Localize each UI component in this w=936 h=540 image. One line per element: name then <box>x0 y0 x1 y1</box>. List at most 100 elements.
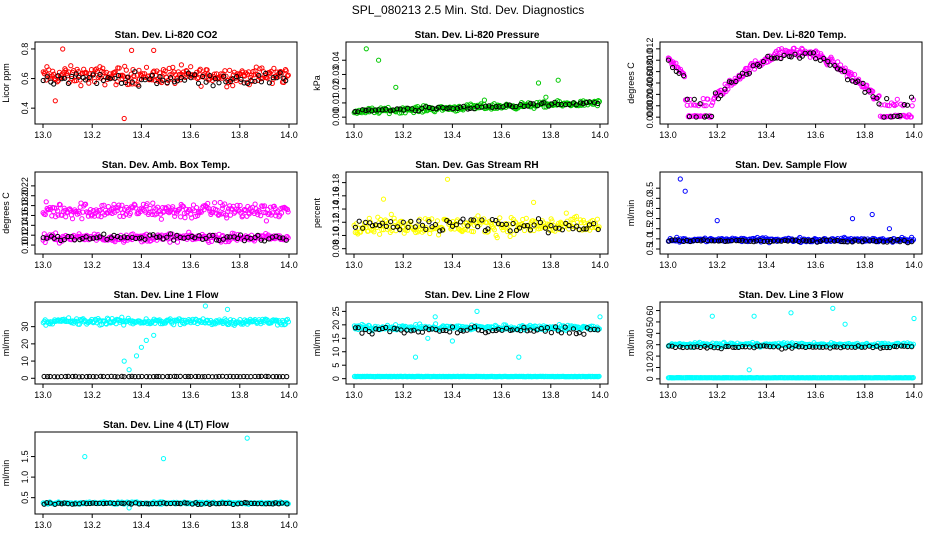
data-point <box>284 374 290 380</box>
data-point <box>180 203 186 210</box>
x-tick-label: 14.0 <box>591 130 609 140</box>
data-point <box>583 100 590 106</box>
data-point <box>127 210 133 216</box>
data-point <box>383 106 389 112</box>
data-point <box>449 338 455 344</box>
data-point <box>394 106 400 112</box>
data-point <box>263 373 269 379</box>
data-point <box>99 203 105 209</box>
data-point <box>86 80 92 86</box>
y-tick-label: 0 <box>645 376 655 381</box>
data-point <box>164 373 171 380</box>
data-point <box>115 374 121 380</box>
data-point <box>430 105 436 112</box>
data-point <box>437 328 443 334</box>
x-tick-label: 13.4 <box>758 390 776 400</box>
data-point <box>751 239 757 245</box>
data-point <box>552 228 558 234</box>
data-point <box>901 343 907 349</box>
points-group <box>40 303 291 380</box>
data-point <box>408 218 414 224</box>
data-point <box>580 217 587 223</box>
data-point <box>388 219 394 225</box>
data-point <box>784 48 790 54</box>
data-point <box>464 327 470 333</box>
data-point <box>235 501 241 507</box>
data-point <box>244 435 250 441</box>
y-tick-label: 0.6 <box>20 72 30 85</box>
data-point <box>41 501 47 507</box>
data-point <box>416 218 422 224</box>
data-point <box>457 104 463 110</box>
data-point <box>171 237 177 243</box>
data-point <box>862 237 868 243</box>
data-point <box>196 233 202 239</box>
data-point <box>279 500 285 506</box>
data-point <box>576 330 582 336</box>
data-point <box>728 79 734 85</box>
y-axis-label: ml/min <box>1 330 11 357</box>
data-point <box>277 235 283 241</box>
data-point <box>171 79 177 85</box>
data-point <box>216 80 222 86</box>
points-group <box>40 435 291 511</box>
data-point <box>412 354 419 360</box>
data-point <box>65 373 71 379</box>
data-point <box>718 346 724 352</box>
data-point <box>101 69 107 76</box>
data-point <box>178 62 184 68</box>
data-point <box>444 176 451 182</box>
data-point <box>548 223 554 229</box>
data-point <box>764 238 771 244</box>
data-point <box>154 373 160 380</box>
data-point <box>475 327 481 333</box>
y-tick-label: 30 <box>645 340 655 350</box>
data-point <box>149 72 155 78</box>
data-point <box>180 69 187 75</box>
data-point <box>126 374 132 380</box>
data-point <box>217 199 223 206</box>
data-point <box>909 239 915 245</box>
data-point <box>503 325 510 331</box>
data-point <box>705 96 711 102</box>
panel-title: Stan. Dev. Line 1 Flow <box>114 290 219 301</box>
data-point <box>901 102 907 108</box>
data-point <box>869 211 875 218</box>
data-point <box>209 238 215 244</box>
x-tick-label: 13.2 <box>394 260 412 270</box>
data-point <box>866 88 872 94</box>
data-point <box>101 231 107 237</box>
data-point <box>842 69 848 75</box>
data-point <box>708 344 714 350</box>
data-point <box>266 501 272 507</box>
data-point <box>681 73 687 79</box>
data-point <box>908 114 914 120</box>
data-point <box>136 67 142 73</box>
data-point <box>835 59 841 65</box>
data-point <box>388 108 394 114</box>
data-point <box>213 374 219 380</box>
data-point <box>538 325 544 331</box>
data-point <box>238 76 244 82</box>
data-point <box>531 222 537 228</box>
data-point <box>454 330 460 336</box>
data-point <box>721 89 727 95</box>
data-point <box>897 113 903 119</box>
data-point <box>119 202 125 208</box>
data-point <box>59 76 65 82</box>
data-point <box>182 215 188 221</box>
x-tick-label: 13.0 <box>34 390 52 400</box>
data-point <box>363 107 369 114</box>
data-point <box>252 201 258 207</box>
y-axis-label: degrees C <box>1 192 11 234</box>
data-point <box>800 237 806 243</box>
data-point <box>119 373 125 379</box>
data-point <box>69 216 76 222</box>
data-point <box>178 214 184 220</box>
panel-3: Stan. Dev. Li-820 Temp. degrees C 13.0 13.2… <box>626 30 923 140</box>
data-point <box>230 76 236 82</box>
data-point <box>237 232 244 238</box>
data-point <box>51 205 58 211</box>
data-point <box>93 500 99 506</box>
y-axis-label: ml/min <box>312 330 322 357</box>
